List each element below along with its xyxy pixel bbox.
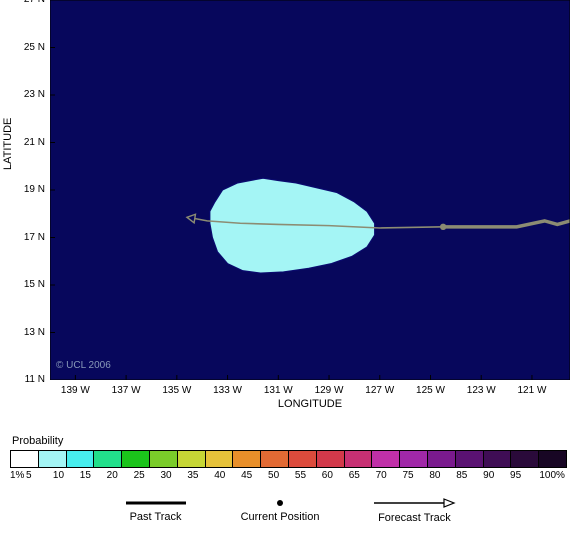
ytick-label: 17 N bbox=[20, 232, 45, 243]
colorbar-tick-label: 35 bbox=[187, 470, 214, 481]
colorbar-swatch bbox=[150, 451, 178, 467]
legend-past-track: Past Track bbox=[121, 498, 191, 523]
colorbar-swatch bbox=[484, 451, 512, 467]
colorbar-swatch bbox=[289, 451, 317, 467]
colorbar-swatch bbox=[400, 451, 428, 467]
colorbar-swatch bbox=[261, 451, 289, 467]
legend-past-label: Past Track bbox=[130, 511, 182, 523]
colorbar-swatch bbox=[345, 451, 373, 467]
colorbar-tick-label: 65 bbox=[349, 470, 376, 481]
colorbar-tick-label: 90 bbox=[483, 470, 510, 481]
colorbar-tick-label: 10 bbox=[53, 470, 80, 481]
colorbar-tick-label: 20 bbox=[107, 470, 134, 481]
colorbar-ticks: 1%51015202530354045505560657075808590951… bbox=[10, 470, 565, 481]
colorbar-tick-label: 60 bbox=[322, 470, 349, 481]
colorbar-swatch bbox=[206, 451, 234, 467]
colorbar-tick-label: 85 bbox=[456, 470, 483, 481]
xtick-label: 133 W bbox=[208, 385, 248, 396]
colorbar-tick-label: 75 bbox=[402, 470, 429, 481]
colorbar-swatch bbox=[122, 451, 150, 467]
colorbar-swatch bbox=[178, 451, 206, 467]
xtick-label: 131 W bbox=[258, 385, 298, 396]
ytick-label: 15 N bbox=[20, 279, 45, 290]
map-svg bbox=[50, 0, 570, 380]
ytick-label: 21 N bbox=[20, 137, 45, 148]
xtick-label: 121 W bbox=[512, 385, 552, 396]
colorbar-swatch bbox=[372, 451, 400, 467]
copyright-text: © UCL 2006 bbox=[56, 360, 111, 371]
xtick-label: 129 W bbox=[309, 385, 349, 396]
ytick-label: 23 N bbox=[20, 89, 45, 100]
x-axis-label: LONGITUDE bbox=[50, 398, 570, 410]
colorbar-tick-label: 25 bbox=[134, 470, 161, 481]
current-pos-icon bbox=[270, 498, 290, 508]
xtick-label: 127 W bbox=[360, 385, 400, 396]
colorbar-swatch bbox=[317, 451, 345, 467]
ytick-label: 11 N bbox=[20, 374, 45, 385]
ytick-label: 19 N bbox=[20, 184, 45, 195]
ytick-label: 13 N bbox=[20, 327, 45, 338]
colorbar-tick-label: 5 bbox=[26, 470, 53, 481]
past-track-icon bbox=[121, 498, 191, 508]
colorbar-tick-label: 55 bbox=[295, 470, 322, 481]
xtick-label: 139 W bbox=[55, 385, 95, 396]
colorbar-tick-label: 80 bbox=[429, 470, 456, 481]
colorbar-swatch bbox=[94, 451, 122, 467]
track-legend: Past Track Current Position Forecast Tra… bbox=[0, 497, 580, 524]
colorbar-swatch bbox=[39, 451, 67, 467]
colorbar-swatch bbox=[539, 451, 566, 467]
legend-current-pos: Current Position bbox=[241, 498, 320, 523]
legend-forecast-label: Forecast Track bbox=[378, 512, 451, 524]
xtick-label: 123 W bbox=[461, 385, 501, 396]
colorbar-label: Probability bbox=[12, 435, 580, 447]
colorbar-swatch bbox=[456, 451, 484, 467]
xtick-label: 135 W bbox=[157, 385, 197, 396]
legend-forecast-track: Forecast Track bbox=[369, 497, 459, 524]
colorbar-swatch bbox=[11, 451, 39, 467]
colorbar-tick-label: 50 bbox=[268, 470, 295, 481]
colorbar-tick-label: 15 bbox=[80, 470, 107, 481]
colorbar-tick-label: 40 bbox=[214, 470, 241, 481]
colorbar-tick-label: 45 bbox=[241, 470, 268, 481]
ytick-label: 27 N bbox=[20, 0, 45, 5]
colorbar-section: Probability 1%51015202530354045505560657… bbox=[10, 435, 580, 481]
colorbar-swatch bbox=[428, 451, 456, 467]
legend-current-label: Current Position bbox=[241, 511, 320, 523]
colorbar-swatch bbox=[67, 451, 95, 467]
colorbar-tick-label: 70 bbox=[376, 470, 403, 481]
xtick-label: 137 W bbox=[106, 385, 146, 396]
colorbar-swatch bbox=[233, 451, 261, 467]
colorbar bbox=[10, 450, 567, 468]
colorbar-swatch bbox=[511, 451, 539, 467]
map-plot: 11 N13 N15 N17 N19 N21 N23 N25 N27 N 139… bbox=[50, 0, 570, 405]
colorbar-tick-label: 95 bbox=[510, 470, 537, 481]
ytick-label: 25 N bbox=[20, 42, 45, 53]
y-axis-label: LATITUDE bbox=[2, 118, 14, 170]
colorbar-tick-label: 100% bbox=[537, 470, 565, 481]
forecast-track-icon bbox=[369, 497, 459, 509]
colorbar-tick-label: 30 bbox=[160, 470, 187, 481]
xtick-label: 125 W bbox=[410, 385, 450, 396]
colorbar-tick-label: 1% bbox=[10, 470, 26, 481]
